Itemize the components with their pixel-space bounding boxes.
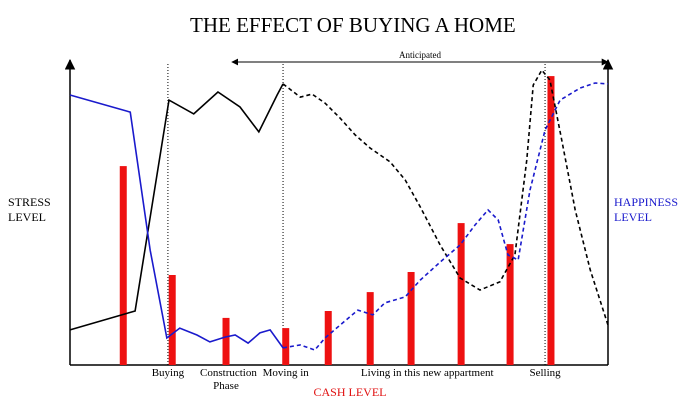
bar xyxy=(282,328,290,365)
bar xyxy=(222,317,230,365)
phase-label: Buying xyxy=(151,367,185,379)
phase-label: Construction Phase xyxy=(200,367,257,392)
line xyxy=(69,94,284,349)
chart-title: THE EFFECT OF BUYING A HOME xyxy=(190,13,516,37)
phase-label: Living in this new appartment xyxy=(360,367,494,379)
y2-axis-label: HAPPINESS LEVEL xyxy=(614,195,679,224)
annotation: Anticipated xyxy=(399,50,441,60)
y-axis-label: STRESS LEVEL xyxy=(8,195,51,224)
line xyxy=(282,82,609,351)
line xyxy=(69,83,284,331)
x-axis-label: CASH LEVEL xyxy=(313,385,387,399)
bar xyxy=(324,311,332,365)
phase-label: Moving in xyxy=(262,367,309,379)
bar xyxy=(547,76,555,365)
bar xyxy=(506,244,514,365)
bar xyxy=(168,275,176,365)
bar xyxy=(457,223,465,365)
line xyxy=(282,68,609,326)
phase-label: Selling xyxy=(529,367,561,379)
bar xyxy=(119,166,127,365)
bar xyxy=(366,292,374,365)
bar xyxy=(407,272,415,365)
